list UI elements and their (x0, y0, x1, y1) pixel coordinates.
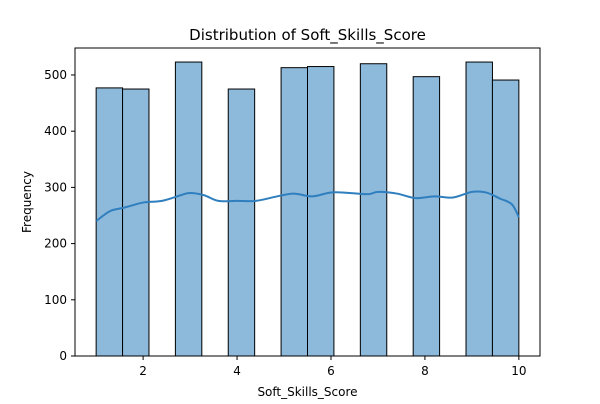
histogram-bar (307, 66, 335, 357)
histogram-bar (122, 88, 150, 357)
bars-layer (95, 61, 520, 357)
chart-title: Distribution of Soft_Skills_Score (189, 26, 426, 45)
y-tick-label: 300 (44, 180, 67, 194)
x-tick-label: 8 (421, 364, 429, 378)
x-tick-label: 4 (233, 364, 241, 378)
x-tick-label: 2 (139, 364, 147, 378)
kde-line (95, 190, 520, 222)
histogram-bar (359, 63, 388, 357)
y-tick-label: 500 (44, 68, 67, 82)
histogram-bar (227, 88, 256, 357)
histogram-bar (465, 61, 493, 357)
kde-layer (95, 190, 520, 222)
plot-frame (74, 47, 541, 357)
y-axis-label: Frequency (20, 171, 34, 233)
y-tick-label: 100 (44, 293, 67, 307)
y-tick-label: 400 (44, 124, 67, 138)
y-tick-label: 200 (44, 237, 67, 251)
histogram-bar (174, 61, 203, 357)
histogram-bar (95, 87, 124, 357)
x-tick-label: 10 (511, 364, 526, 378)
histogram-bar (280, 67, 309, 357)
histogram-bar (412, 76, 441, 357)
x-tick-label: 6 (327, 364, 335, 378)
y-tick-label: 0 (59, 349, 67, 363)
x-axis-label: Soft_Skills_Score (257, 385, 357, 399)
histogram-bar (491, 79, 520, 357)
